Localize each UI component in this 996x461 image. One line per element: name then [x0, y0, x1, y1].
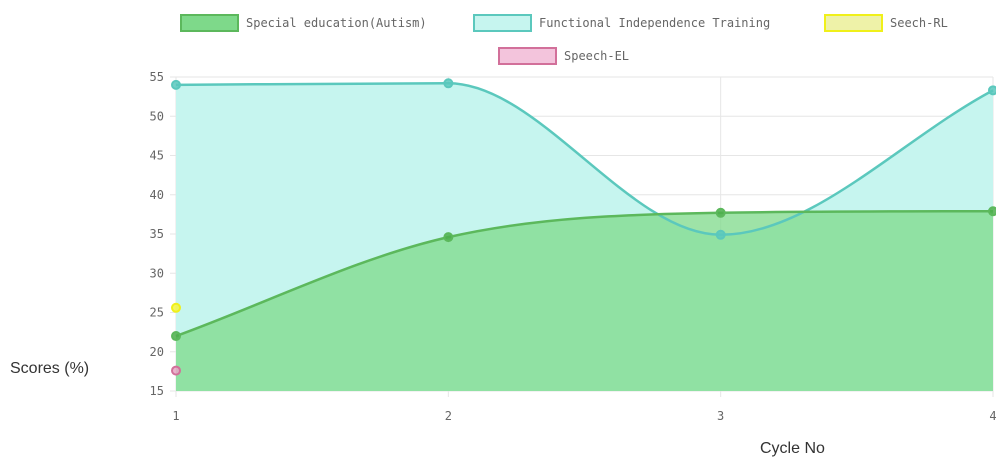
data-point — [988, 85, 996, 96]
y-tick-label: 55 — [150, 70, 164, 84]
legend-label: Seech-RL — [890, 16, 948, 30]
legend-item: Functional Independence Training — [473, 14, 770, 32]
legend-label: Functional Independence Training — [539, 16, 770, 30]
y-tick-label: 15 — [150, 384, 164, 398]
data-point — [171, 302, 181, 313]
series-area-0 — [176, 211, 993, 391]
data-point — [443, 232, 454, 243]
data-point — [171, 365, 181, 376]
legend-item: Seech-RL — [824, 14, 948, 32]
y-tick-label: 40 — [150, 188, 164, 202]
data-points — [171, 78, 996, 376]
y-tick-label: 30 — [150, 266, 164, 280]
legend-swatch — [498, 47, 557, 65]
series-line-1 — [175, 82, 994, 237]
legend-swatch — [180, 14, 239, 32]
data-point — [171, 79, 181, 90]
y-tick-label: 45 — [150, 149, 164, 163]
data-point — [715, 207, 726, 218]
legend-swatch — [473, 14, 532, 32]
x-tick-label: 3 — [717, 409, 724, 423]
data-point — [443, 78, 454, 89]
series-lines — [175, 82, 994, 338]
x-tick-label: 2 — [445, 409, 452, 423]
x-tick-label: 1 — [172, 409, 179, 423]
y-tick-label: 25 — [150, 306, 164, 320]
y-tick-label: 50 — [150, 109, 164, 123]
y-tick-label: 35 — [150, 227, 164, 241]
y-tick-label: 20 — [150, 345, 164, 359]
tick-labels: 15 20 25 30 35 40 45 50 55 1 2 3 4 — [150, 70, 996, 423]
data-point — [988, 206, 996, 217]
y-axis-title: Scores (%) — [10, 360, 90, 377]
x-tick-label: 4 — [989, 409, 996, 423]
data-point — [715, 229, 726, 240]
legend-item: Speech-EL — [498, 47, 629, 65]
series-line-0 — [175, 209, 994, 338]
legend-label: Special education(Autism) — [246, 16, 427, 30]
series-areas — [176, 83, 993, 391]
data-point — [171, 331, 181, 342]
legend: Special education(Autism) Functional Inde… — [180, 14, 948, 65]
legend-item: Special education(Autism) — [180, 14, 427, 32]
x-axis-title: Cycle No — [760, 440, 825, 457]
legend-swatch — [824, 14, 883, 32]
legend-label: Speech-EL — [564, 49, 629, 63]
